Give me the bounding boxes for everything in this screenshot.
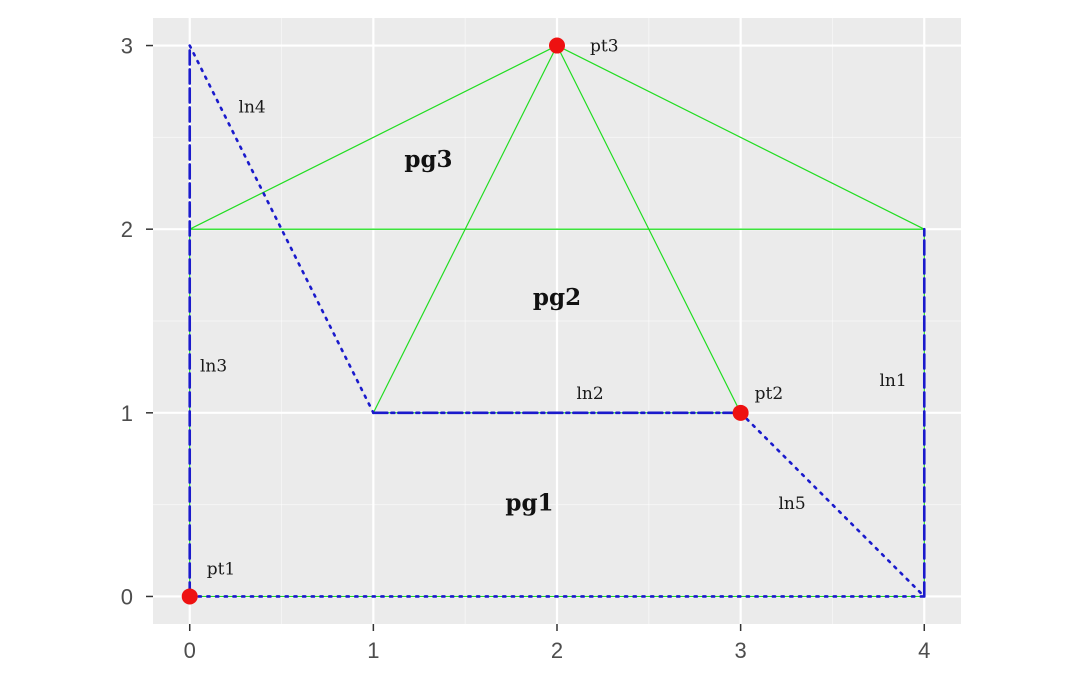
x-tick-label-1: 1 xyxy=(367,638,379,663)
x-tick-label-0: 0 xyxy=(184,638,196,663)
x-tick-label-3: 3 xyxy=(735,638,747,663)
polygon-pg3 xyxy=(189,44,925,230)
x-axis: 0 1 2 3 4 xyxy=(184,624,930,663)
point-pt3 xyxy=(549,37,565,54)
line-label-ln4: ln4 xyxy=(239,97,266,117)
polygon-label-pg1: pg1 xyxy=(505,490,553,517)
geometry-labels: pt1 pt2 pt3 ln1 ln2 ln3 ln4 ln5 pg1 pg2 pg3 xyxy=(200,37,907,580)
line-label-ln5: ln5 xyxy=(778,494,805,514)
line-label-ln1: ln1 xyxy=(879,371,906,391)
point-pt1 xyxy=(181,588,198,605)
y-axis: 0 1 2 3 xyxy=(121,34,153,609)
lines-layer xyxy=(188,44,928,598)
line-ln4 xyxy=(188,44,375,415)
point-label-pt1: pt1 xyxy=(207,559,236,579)
y-tick-label-1: 1 xyxy=(121,401,133,426)
polygon-label-pg3: pg3 xyxy=(404,146,452,173)
polygon-label-pg2: pg2 xyxy=(533,284,581,311)
point-label-pt2: pt2 xyxy=(755,384,784,404)
line-label-ln3: ln3 xyxy=(200,356,227,376)
points-layer xyxy=(181,37,749,605)
y-tick-label-0: 0 xyxy=(121,584,133,609)
x-tick-label-4: 4 xyxy=(918,638,930,663)
line-label-ln2: ln2 xyxy=(576,384,603,404)
y-tick-label-2: 2 xyxy=(121,217,133,242)
y-tick-label-3: 3 xyxy=(121,34,133,59)
point-pt2 xyxy=(732,404,749,421)
line-ln5 xyxy=(188,411,928,598)
point-label-pt3: pt3 xyxy=(590,37,619,57)
x-tick-label-2: 2 xyxy=(551,638,563,663)
